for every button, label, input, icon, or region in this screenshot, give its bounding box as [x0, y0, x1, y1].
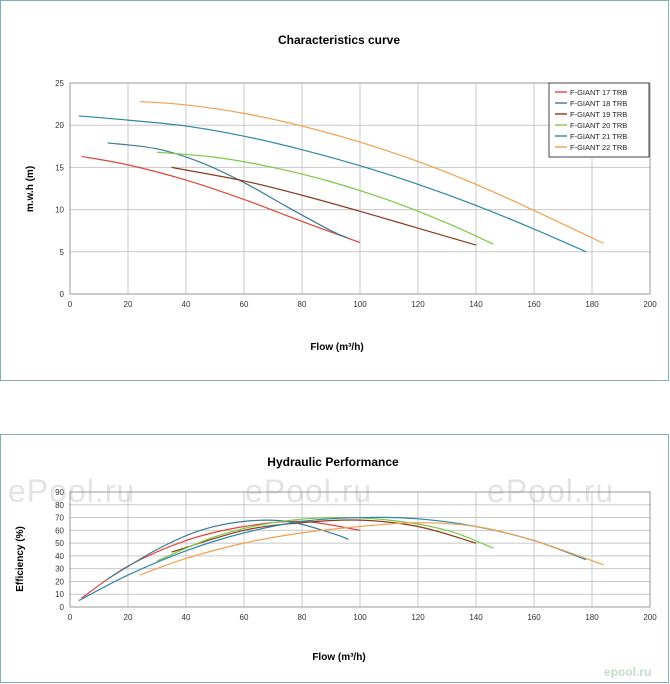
legend-entry: F-GIANT 20 TRB [570, 121, 627, 130]
x-tick-label: 40 [182, 613, 191, 622]
series-line [81, 520, 361, 599]
x-axis-label: Flow (m³/h) [310, 342, 363, 353]
series-line [171, 519, 477, 553]
plot-area-border [69, 491, 651, 608]
y-axis-label: Efficiency (%) [15, 526, 26, 592]
y-tick-label: 90 [55, 488, 64, 497]
x-tick-label: 80 [298, 613, 307, 622]
characteristics-chart-panel: Characteristics curve 0 20 40 60 80 100 120 140 1… [0, 0, 669, 381]
series-line [156, 516, 494, 562]
y-tick-label: 20 [55, 577, 64, 586]
y-tick-label: 25 [55, 79, 64, 88]
series-line [107, 142, 349, 239]
legend-entry: F-GIANT 18 TRB [570, 99, 627, 108]
y-tick-label: 40 [55, 552, 64, 561]
x-tick-label: 100 [353, 300, 367, 309]
y-tick-label: 10 [55, 590, 64, 599]
series-line [139, 100, 604, 244]
y-tick-label: 70 [55, 514, 64, 523]
legend-entry: F-GIANT 17 TRB [570, 88, 627, 97]
series-line [139, 522, 604, 576]
x-tick-label: 200 [643, 613, 657, 622]
x-tick-label: 60 [240, 613, 249, 622]
x-tick-label: 60 [240, 300, 249, 309]
x-tick-label: 100 [353, 613, 367, 622]
series-line [156, 151, 494, 245]
x-tick-label: 80 [298, 300, 307, 309]
x-tick-label: 20 [124, 613, 133, 622]
series-line [78, 115, 587, 253]
x-tick-label: 180 [585, 300, 599, 309]
legend-entry: F-GIANT 21 TRB [570, 132, 627, 141]
x-tick-label: 40 [182, 300, 191, 309]
y-axis-label: m.w.h (m) [25, 166, 36, 212]
plot-area-border [69, 82, 651, 295]
hydraulic-chart-panel: Hydraulic Performance 0 20 40 60 80 100 120 140 1… [0, 434, 669, 683]
x-tick-label: 0 [68, 300, 73, 309]
x-tick-label: 120 [411, 613, 425, 622]
x-tick-label: 140 [469, 300, 483, 309]
y-tick-label: 0 [60, 603, 65, 612]
x-tick-label: 160 [527, 300, 541, 309]
chart-title: Hydraulic Performance [267, 455, 399, 469]
x-tick-label: 140 [469, 613, 483, 622]
y-tick-label: 0 [60, 290, 65, 299]
x-tick-label: 200 [643, 300, 657, 309]
series-line [81, 155, 361, 244]
legend-entry: F-GIANT 19 TRB [570, 110, 627, 119]
chart-title: Characteristics curve [278, 33, 400, 47]
y-tick-label: 30 [55, 565, 64, 574]
y-tick-label: 5 [60, 248, 65, 257]
y-tick-label: 20 [55, 121, 64, 130]
x-tick-label: 0 [68, 613, 73, 622]
series-line [107, 519, 349, 580]
legend-box [548, 82, 650, 158]
series-line [171, 166, 477, 246]
x-tick-label: 180 [585, 613, 599, 622]
legend-entry: F-GIANT 22 TRB [570, 143, 627, 152]
y-tick-label: 15 [55, 163, 64, 172]
x-tick-label: 20 [124, 300, 133, 309]
x-tick-label: 160 [527, 613, 541, 622]
y-tick-label: 10 [55, 206, 64, 215]
y-tick-label: 60 [55, 526, 64, 535]
x-axis-label: Flow (m³/h) [312, 652, 365, 663]
y-tick-label: 80 [55, 501, 64, 510]
x-tick-label: 120 [411, 300, 425, 309]
y-tick-label: 50 [55, 539, 64, 548]
legend: F-GIANT 17 TRB F-GIANT 18 TRB F-GIANT 19 T… [548, 82, 650, 158]
